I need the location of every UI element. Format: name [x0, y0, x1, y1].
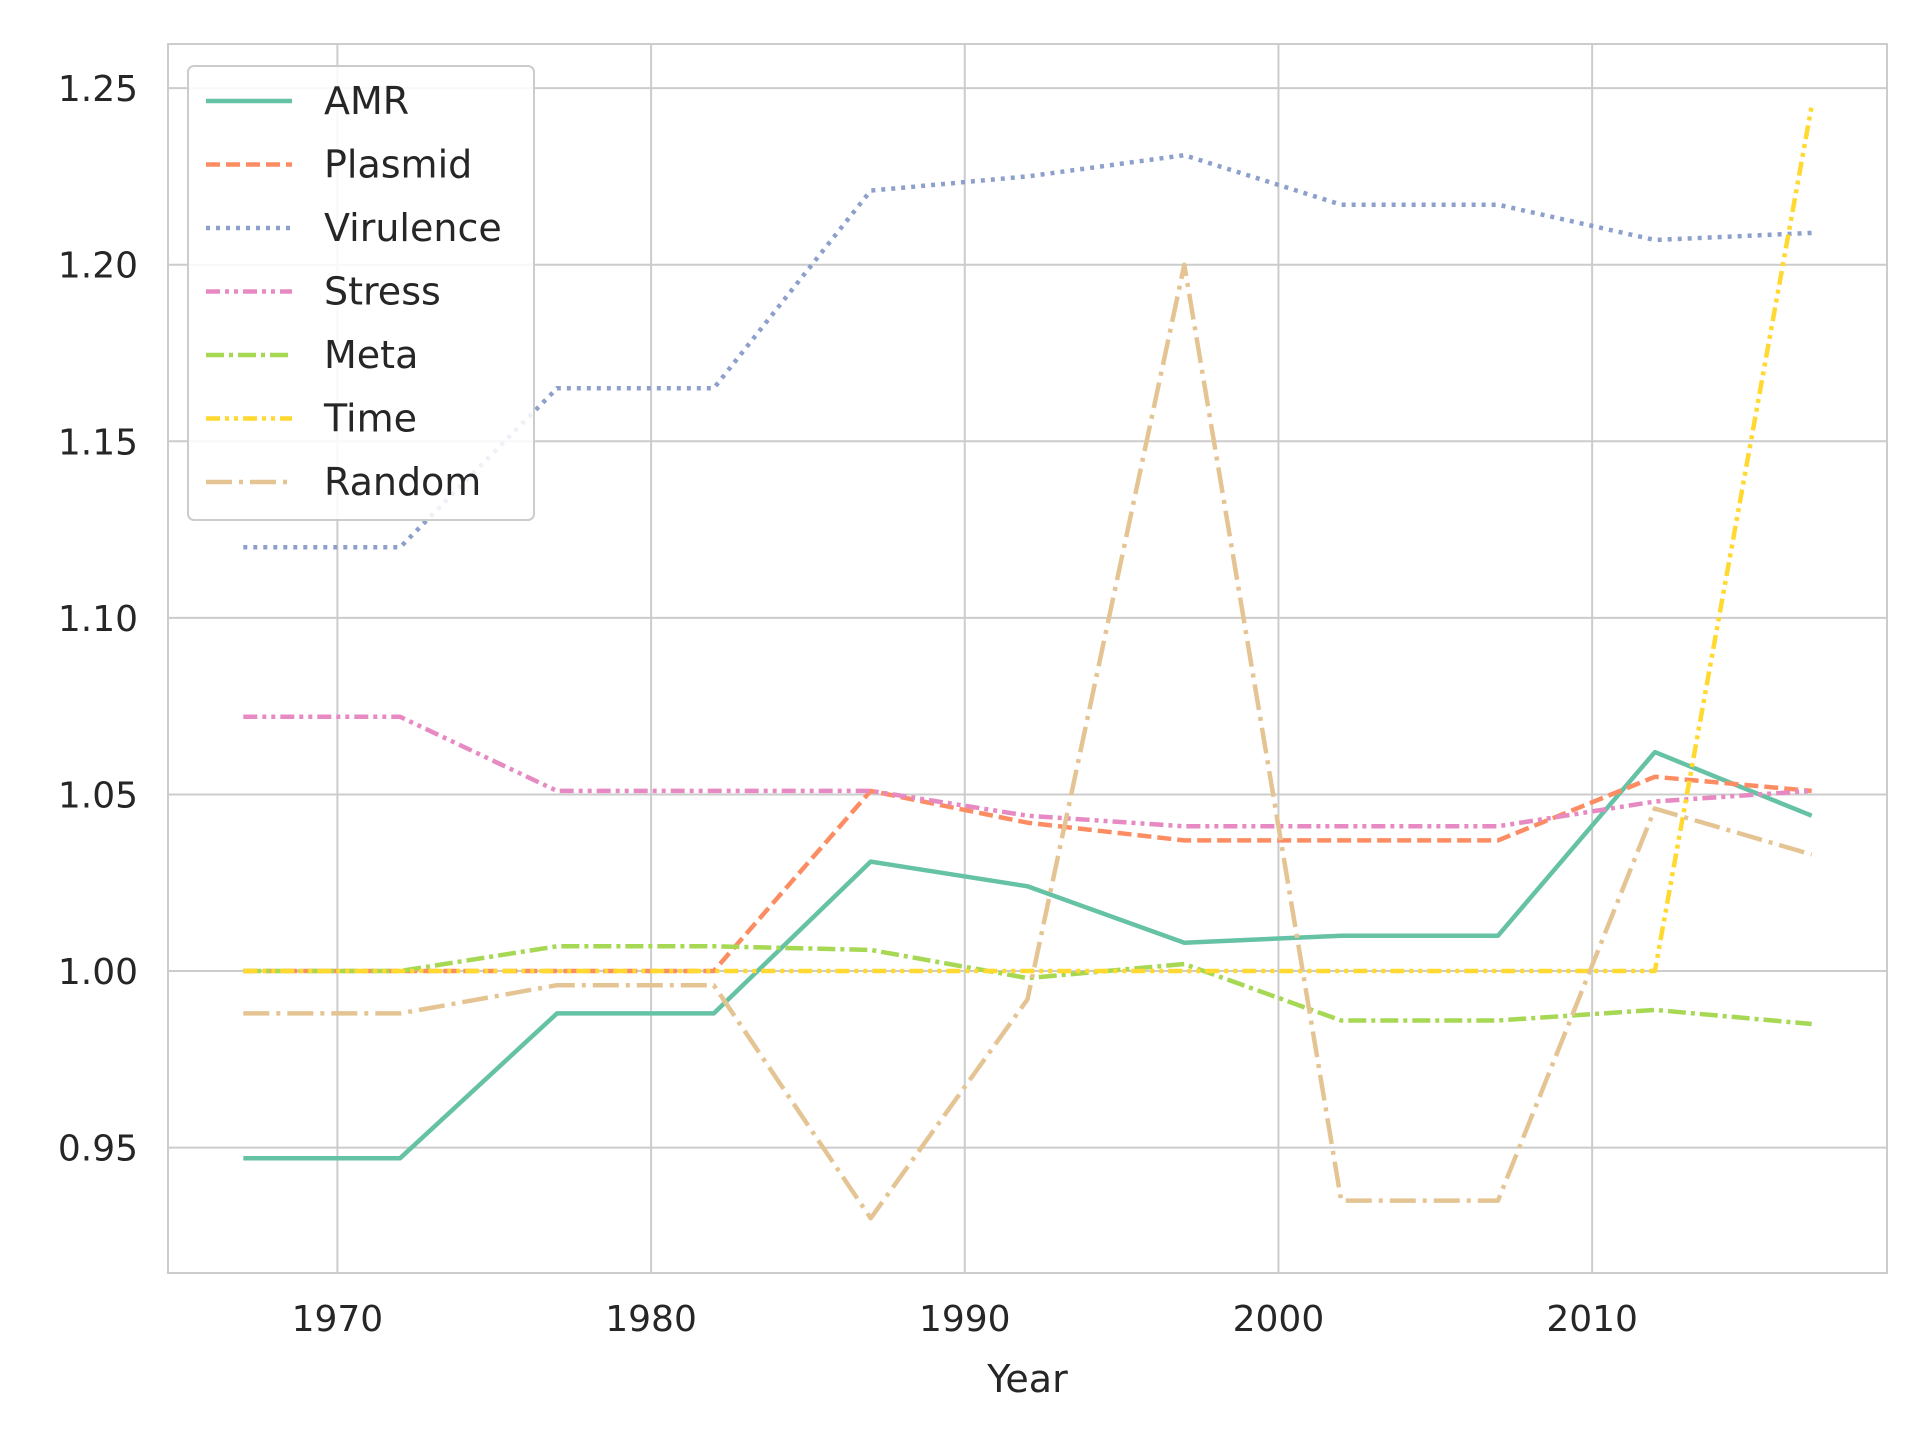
x-tick-label: 2000 [1233, 1299, 1325, 1340]
series-line-time [243, 105, 1814, 974]
legend-label-amr: AMR [324, 79, 409, 123]
y-axis-ticks: 0.95 1.00 1.05 1.10 1.15 1.20 1.25 [58, 69, 138, 1169]
x-tick-label: 1980 [605, 1299, 697, 1340]
series-line-amr [243, 749, 1813, 1161]
legend-label-meta: Meta [324, 333, 418, 377]
x-tick-label: 2010 [1546, 1299, 1638, 1340]
legend-label-stress: Stress [324, 270, 441, 314]
gridlines [168, 44, 1887, 1273]
x-axis-title: Year [986, 1357, 1068, 1401]
x-tick-label: 1990 [919, 1299, 1011, 1340]
series-line-stress [243, 714, 1812, 829]
legend-label-plasmid: Plasmid [324, 143, 472, 187]
series-line-meta [243, 944, 1812, 1027]
legend-label-virulence: Virulence [324, 206, 502, 250]
y-tick-label: 1.05 [58, 775, 138, 816]
series-lines [243, 105, 1814, 1221]
legend: AMR Plasmid Virulence Stress Meta Time Random [187, 65, 535, 521]
x-tick-label: 1970 [292, 1299, 384, 1340]
y-tick-label: 1.25 [58, 69, 138, 110]
y-tick-label: 1.00 [58, 952, 138, 993]
plot-frame [167, 43, 1888, 1274]
series-line-random [243, 262, 1813, 1221]
legend-label-random: Random [324, 460, 481, 504]
y-tick-label: 1.15 [58, 422, 138, 463]
y-tick-label: 1.10 [58, 599, 138, 640]
y-tick-label: 1.20 [58, 246, 138, 287]
y-tick-label: 0.95 [58, 1129, 138, 1170]
legend-label-time: Time [323, 397, 417, 441]
legend-box [187, 65, 535, 521]
x-axis-ticks: 1970 1980 1990 2000 2010 [292, 1299, 1638, 1340]
